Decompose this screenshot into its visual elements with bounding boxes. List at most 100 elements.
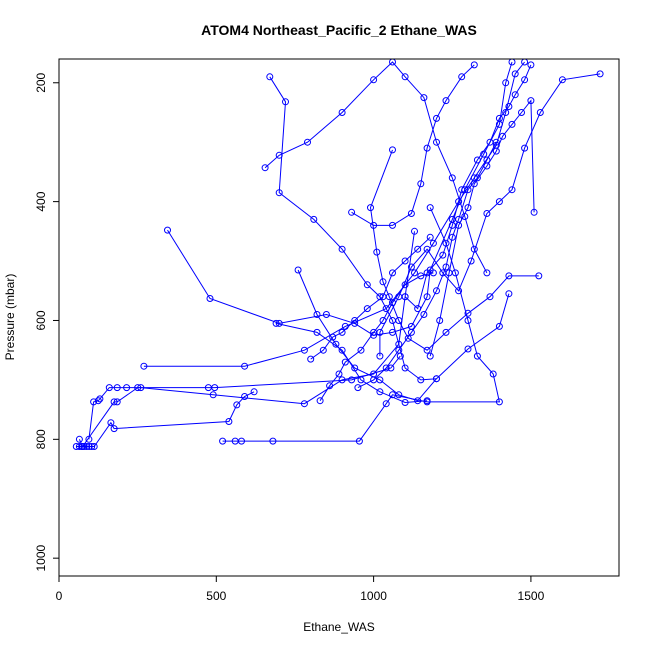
data-point xyxy=(373,248,381,256)
data-point xyxy=(113,398,121,406)
data-point xyxy=(313,311,321,318)
data-point xyxy=(85,443,93,450)
data-point xyxy=(370,76,378,84)
data-point xyxy=(426,352,434,360)
data-point xyxy=(300,346,308,354)
data-point xyxy=(370,376,378,384)
data-point xyxy=(367,204,374,212)
data-point xyxy=(458,73,466,81)
data-point xyxy=(417,376,425,384)
data-point xyxy=(442,263,450,271)
data-point xyxy=(389,269,396,277)
data-point xyxy=(414,305,422,313)
data-point xyxy=(395,317,403,324)
data-point xyxy=(495,322,503,330)
series-line xyxy=(357,141,497,389)
data-point xyxy=(355,437,363,445)
data-point xyxy=(357,376,365,384)
series-14 xyxy=(307,233,434,363)
data-point xyxy=(492,138,500,146)
data-point xyxy=(423,346,431,354)
series-4 xyxy=(219,204,503,445)
data-point xyxy=(423,269,431,277)
data-point xyxy=(483,210,491,217)
data-point xyxy=(123,384,131,392)
y-axis-label: Pressure (mbar) xyxy=(3,274,17,361)
data-point xyxy=(508,186,516,194)
series-line xyxy=(264,61,488,274)
data-point xyxy=(140,362,148,370)
data-point xyxy=(464,345,472,353)
data-point xyxy=(502,109,510,116)
data-point xyxy=(407,263,415,271)
data-point xyxy=(379,293,387,301)
data-point xyxy=(250,388,258,396)
data-point xyxy=(272,319,280,327)
data-point xyxy=(85,435,93,443)
series-line xyxy=(222,207,501,442)
data-point xyxy=(483,269,491,277)
data-point xyxy=(473,174,481,182)
data-point xyxy=(407,210,415,217)
data-point xyxy=(304,138,311,146)
series-line xyxy=(269,76,437,381)
data-point xyxy=(455,287,463,295)
data-point xyxy=(341,358,349,366)
series-11 xyxy=(348,61,478,229)
chart-title: ATOM4 Northeast_Pacific_2 Ethane_WAS xyxy=(201,22,477,38)
data-point xyxy=(269,437,277,445)
data-point xyxy=(294,266,302,274)
data-point xyxy=(282,98,289,106)
data-point xyxy=(508,59,516,66)
data-point xyxy=(233,401,241,409)
data-point xyxy=(404,334,412,342)
series-line xyxy=(369,149,539,351)
data-point xyxy=(433,138,440,146)
data-point xyxy=(426,233,434,241)
data-point xyxy=(363,281,371,289)
y-axis: 200 400 600 800 1000 xyxy=(34,72,59,572)
data-point xyxy=(363,305,371,313)
series-line xyxy=(429,99,535,357)
data-point xyxy=(225,418,233,425)
data-point xyxy=(508,120,516,128)
data-point xyxy=(505,272,513,280)
data-point xyxy=(401,293,409,301)
data-point xyxy=(423,245,431,253)
data-point xyxy=(495,114,503,122)
data-point xyxy=(521,76,529,84)
data-point xyxy=(94,397,102,405)
data-point xyxy=(105,384,113,392)
data-point xyxy=(423,397,431,405)
data-point xyxy=(442,328,450,336)
data-point xyxy=(351,364,359,372)
data-point xyxy=(511,91,519,99)
data-point xyxy=(326,382,334,390)
data-point xyxy=(241,362,249,370)
data-point xyxy=(483,156,491,164)
data-point xyxy=(382,400,390,408)
data-point xyxy=(495,198,503,206)
data-point xyxy=(527,97,535,105)
data-point xyxy=(348,208,356,216)
x-tick-label: 500 xyxy=(206,589,226,603)
data-point xyxy=(464,317,472,324)
series-7 xyxy=(261,59,491,277)
data-point xyxy=(266,73,274,81)
series-6 xyxy=(164,59,516,339)
data-point xyxy=(389,146,396,154)
data-point xyxy=(307,355,315,363)
data-point xyxy=(470,180,478,188)
data-point xyxy=(558,76,566,84)
data-point xyxy=(376,352,384,360)
data-point xyxy=(83,443,91,450)
data-point xyxy=(467,257,475,265)
data-point xyxy=(107,419,115,427)
data-point xyxy=(486,293,494,301)
data-point xyxy=(414,397,422,405)
series-8 xyxy=(266,73,440,384)
y-tick-label: 1000 xyxy=(34,545,48,572)
data-point xyxy=(219,437,227,445)
data-point xyxy=(411,269,418,277)
data-point xyxy=(300,400,308,408)
